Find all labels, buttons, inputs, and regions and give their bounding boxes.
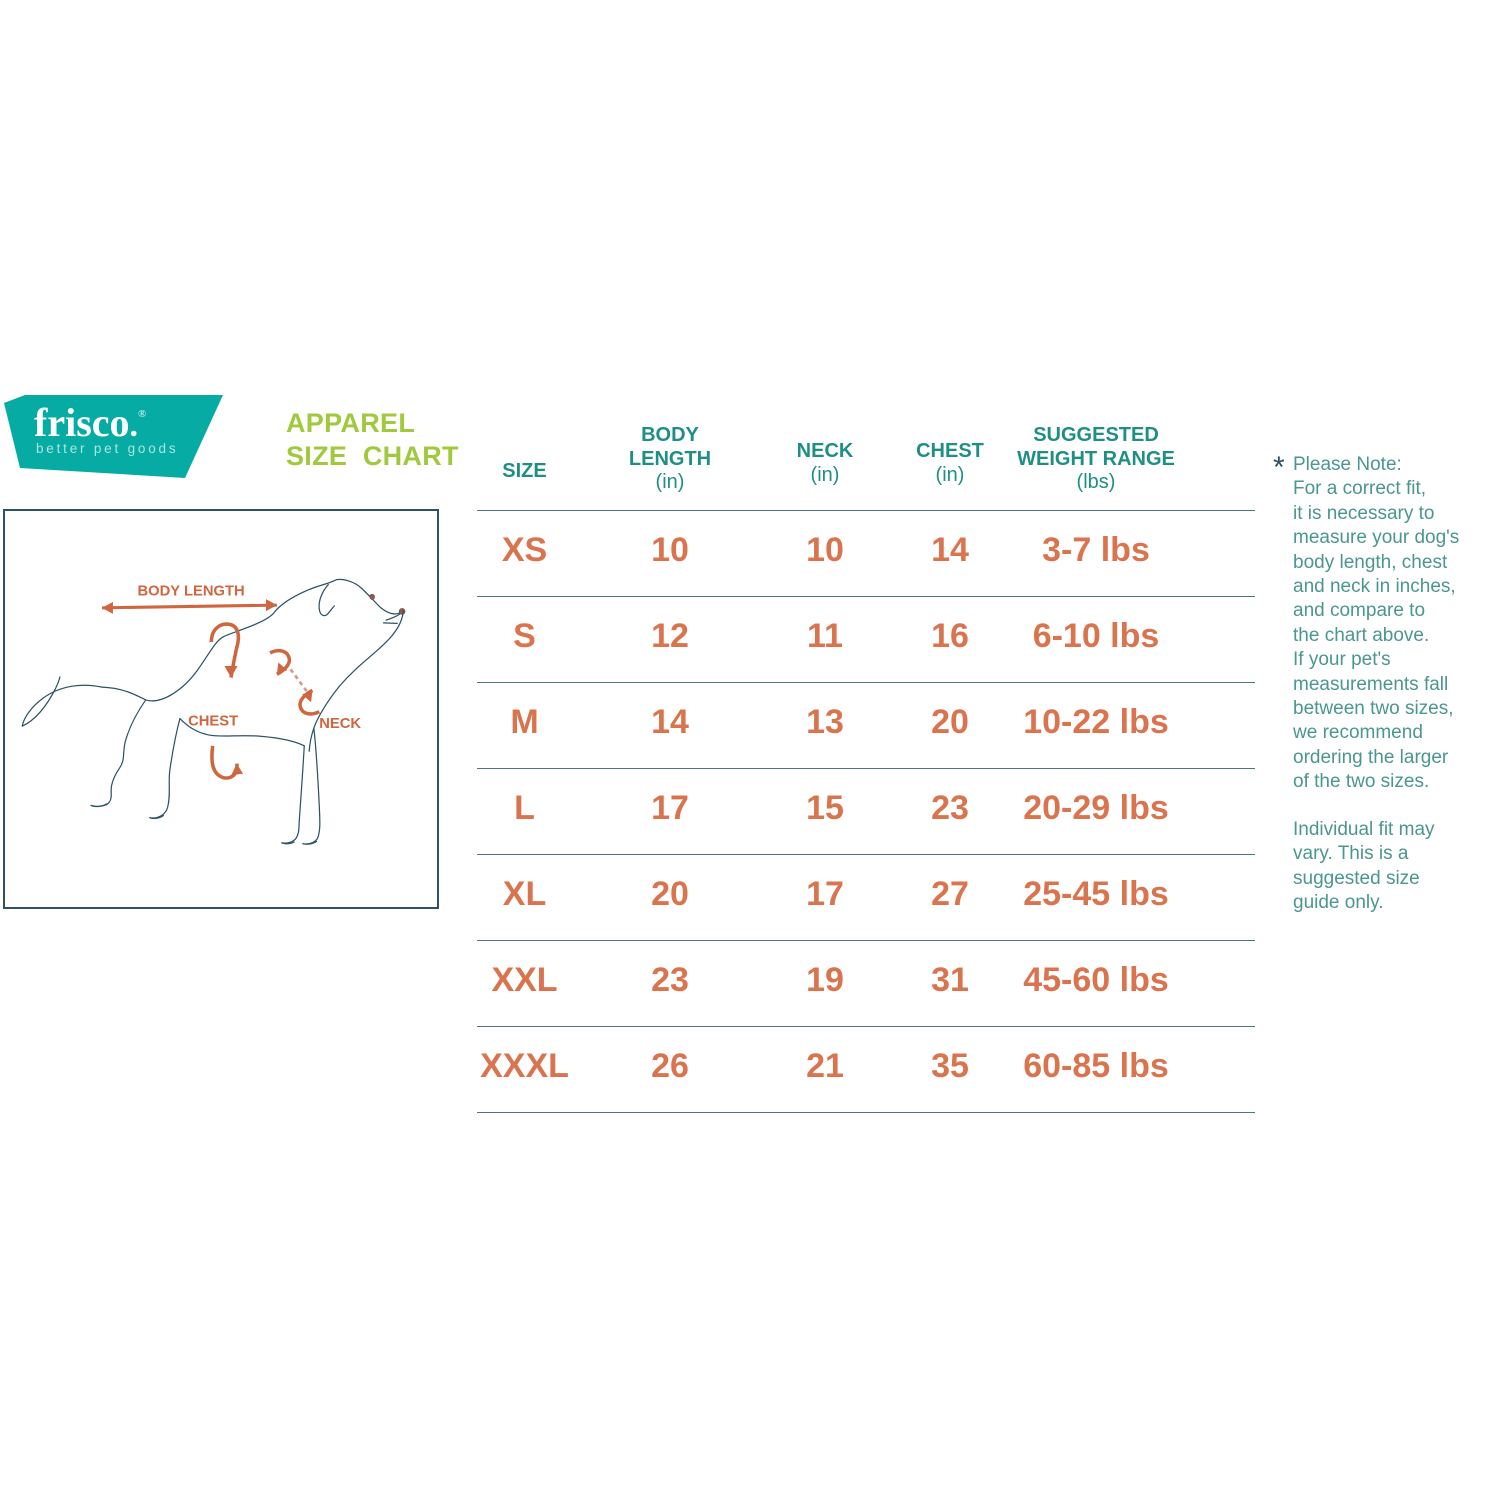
svg-text:frisco.®: frisco.®: [34, 400, 146, 445]
svg-text:CHEST: CHEST: [188, 713, 238, 729]
svg-text:NECK: NECK: [319, 716, 361, 732]
svg-text:BODY LENGTH: BODY LENGTH: [138, 584, 245, 600]
svg-text:better pet goods: better pet goods: [36, 441, 178, 456]
